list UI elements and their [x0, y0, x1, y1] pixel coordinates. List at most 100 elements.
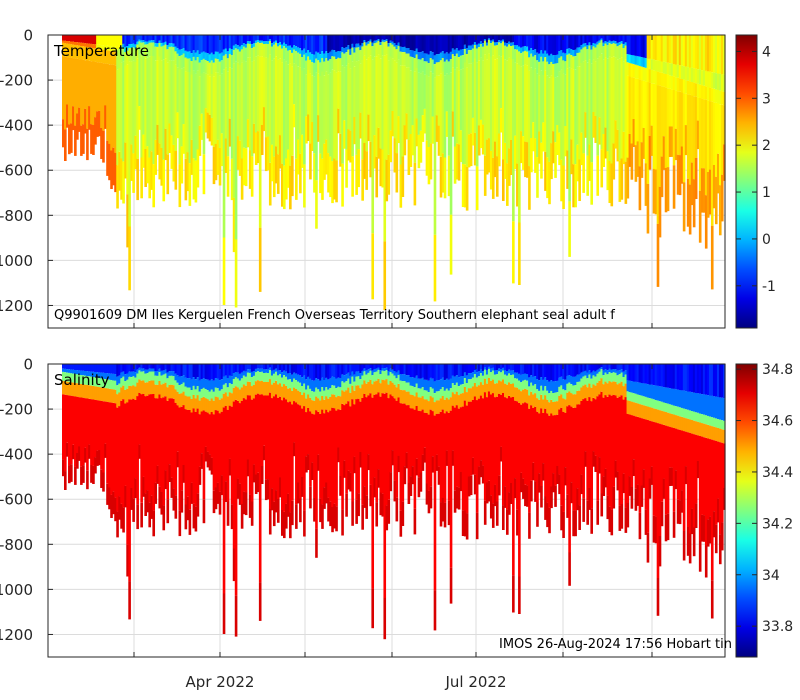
- salinity-segment: [154, 375, 158, 385]
- salinity-segment: [501, 367, 505, 371]
- temperature-segment: [676, 64, 680, 78]
- temperature-segment: [648, 35, 652, 59]
- temperature-segment: [88, 35, 91, 44]
- temperature-segment: [429, 143, 433, 180]
- temperature-segment: [668, 35, 672, 64]
- temperature-segment: [238, 35, 242, 47]
- salinity-segment: [204, 411, 208, 447]
- salinity-segment: [475, 372, 479, 378]
- temperature-segment: [204, 108, 208, 133]
- colorbar-tick-label: 34.2: [762, 516, 793, 532]
- temperature-segment: [170, 43, 174, 47]
- salinity-segment: [347, 470, 350, 490]
- temperature-segment: [660, 156, 664, 198]
- salinity-segment: [371, 384, 375, 398]
- salinity-segment: [301, 377, 304, 386]
- salinity-segment: [570, 393, 573, 407]
- salinity-segment: [570, 384, 573, 394]
- salinity-segment: [417, 410, 421, 478]
- salinity-segment: [688, 432, 692, 534]
- temperature-segment: [411, 70, 415, 126]
- temperature-segment: [154, 139, 158, 175]
- salinity-segment: [92, 371, 95, 377]
- salinity-segment: [260, 371, 264, 381]
- temperature-segment: [457, 57, 461, 71]
- salinity-segment: [556, 401, 559, 415]
- temperature-segment: [311, 62, 314, 76]
- salinity-segment: [718, 428, 722, 443]
- temperature-segment: [264, 57, 268, 138]
- salinity-segment: [319, 391, 322, 401]
- salinity-segment: [660, 364, 664, 387]
- temperature-segment: [357, 149, 360, 188]
- salinity-segment: [240, 400, 244, 504]
- temperature-segment: [128, 35, 131, 44]
- salinity-segment: [443, 390, 447, 400]
- temperature-segment: [528, 50, 531, 58]
- salinity-segment: [134, 386, 137, 400]
- temperature-segment: [620, 158, 624, 200]
- y-tick-label: 0: [23, 356, 33, 374]
- salinity-segment: [361, 375, 364, 385]
- salinity-segment: [650, 421, 654, 467]
- temperature-segment: [445, 35, 449, 53]
- temperature-segment: [586, 49, 589, 63]
- salinity-axes-frame: [47, 363, 726, 658]
- salinity-segment: [628, 364, 632, 381]
- temperature-segment: [180, 68, 184, 147]
- temperature-segment: [222, 35, 226, 50]
- temperature-segment: [604, 127, 608, 159]
- temperature-segment: [385, 54, 389, 160]
- salinity-segment: [158, 372, 162, 381]
- salinity-segment: [365, 370, 368, 375]
- temperature-segment: [550, 35, 553, 54]
- salinity-segment: [716, 364, 720, 397]
- salinity-segment: [409, 476, 413, 496]
- salinity-segment: [309, 486, 312, 509]
- salinity-segment: [210, 364, 214, 380]
- temperature-segment: [379, 45, 383, 59]
- salinity-segment: [359, 401, 362, 452]
- salinity-segment: [124, 403, 127, 486]
- temperature-segment: [305, 116, 308, 144]
- temperature-segment: [174, 51, 178, 65]
- salinity-segment: [684, 418, 688, 432]
- temperature-segment: [710, 101, 714, 226]
- salinity-segment: [702, 364, 706, 395]
- salinity-segment: [586, 500, 589, 525]
- salinity-segment: [228, 392, 232, 406]
- salinity-segment: [116, 364, 119, 377]
- salinity-segment: [377, 369, 381, 379]
- salinity-segment: [389, 372, 393, 381]
- salinity-segment: [425, 413, 429, 484]
- salinity-segment: [224, 383, 228, 393]
- temperature-segment: [433, 77, 437, 235]
- temperature-segment: [401, 65, 405, 157]
- salinity-segment: [674, 428, 678, 471]
- temperature-segment: [278, 58, 282, 136]
- temperature-segment: [471, 48, 475, 62]
- temperature-segment: [176, 35, 180, 49]
- temperature-segment: [479, 41, 483, 44]
- temperature-y-axis: 0-200-400-600-80010001200: [0, 27, 53, 315]
- temperature-segment: [576, 52, 579, 67]
- temperature-segment: [459, 130, 463, 163]
- salinity-segment: [214, 378, 218, 388]
- temperature-segment: [485, 59, 489, 140]
- salinity-segment: [542, 390, 545, 400]
- temperature-segment: [240, 49, 244, 63]
- temperature-segment: [397, 116, 401, 144]
- temperature-segment: [564, 126, 567, 157]
- salinity-segment: [142, 368, 145, 372]
- salinity-segment: [626, 364, 630, 381]
- temperature-segment: [92, 44, 95, 48]
- temperature-segment: [640, 80, 644, 143]
- salinity-segment: [202, 387, 206, 397]
- salinity-segment: [401, 364, 405, 375]
- salinity-segment: [64, 368, 67, 373]
- salinity-segment: [718, 442, 722, 535]
- temperature-segment: [654, 169, 658, 215]
- salinity-segment: [548, 381, 551, 394]
- salinity-segment: [536, 411, 539, 503]
- salinity-segment: [690, 433, 694, 509]
